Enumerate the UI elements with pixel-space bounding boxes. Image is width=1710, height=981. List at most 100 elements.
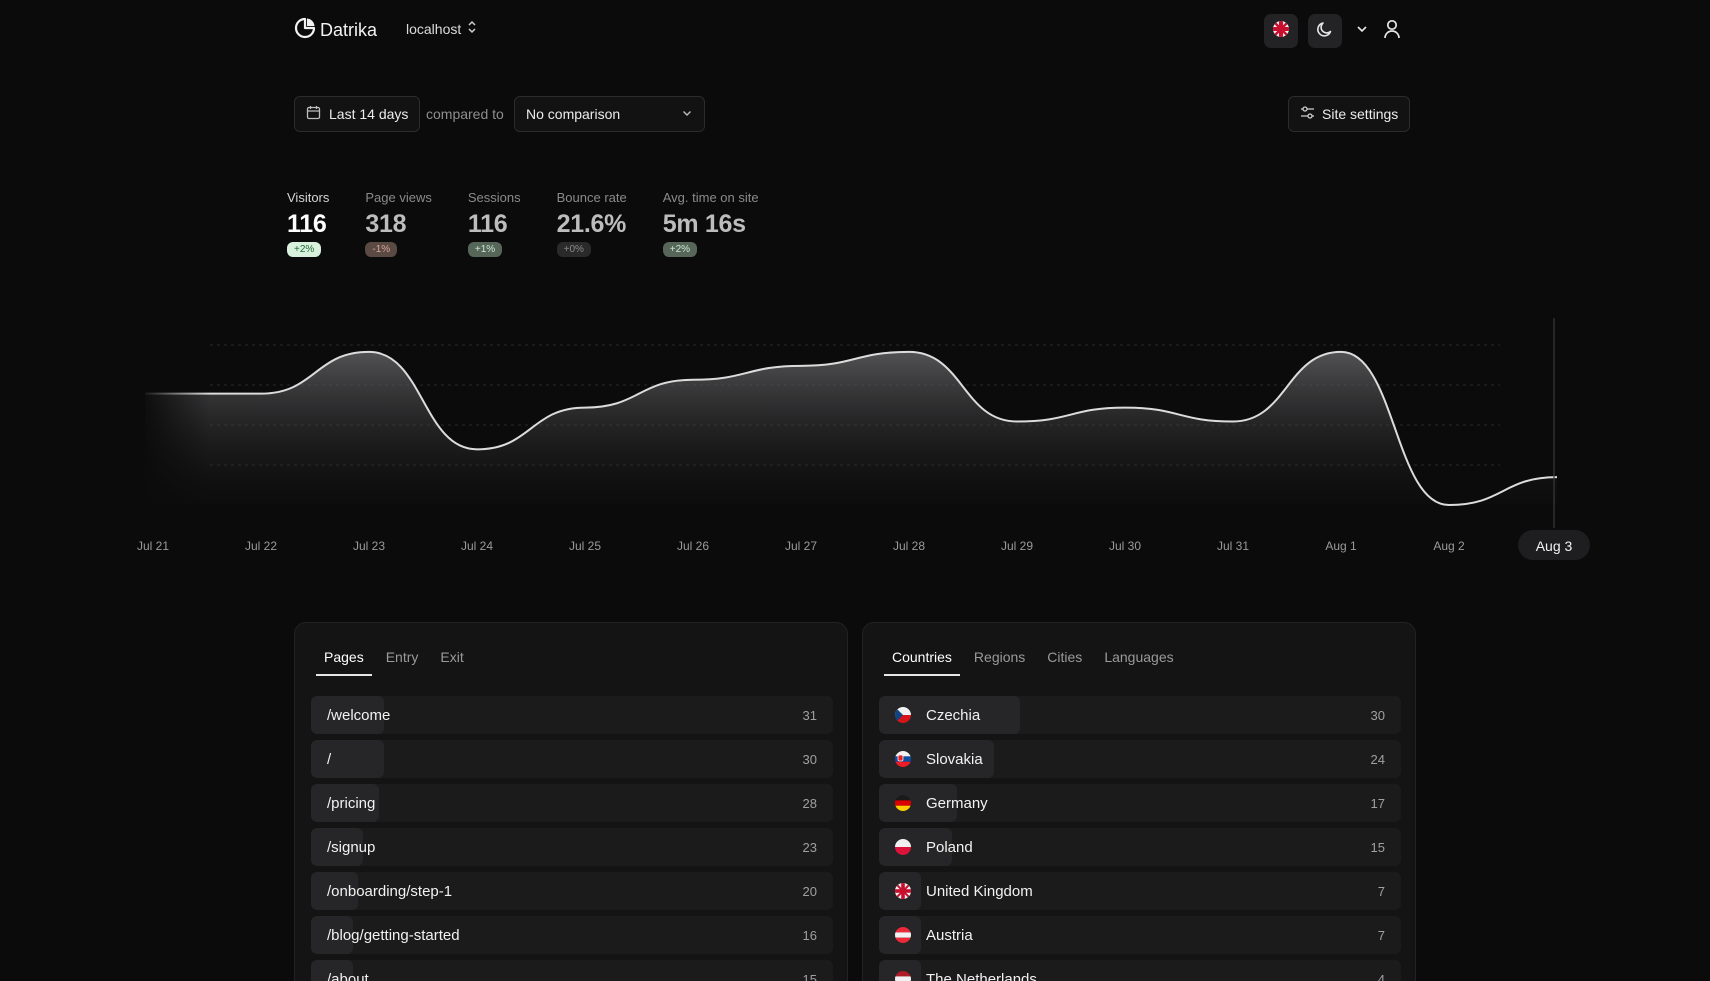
share-bar	[311, 740, 385, 778]
list-item[interactable]: /onboarding/step-1 20	[311, 872, 833, 910]
list-item[interactable]: /about 15	[311, 960, 833, 981]
moon-icon	[1316, 20, 1334, 43]
stat-change-badge: +0%	[556, 242, 591, 257]
stat-label: Sessions	[467, 190, 521, 205]
share-bar	[311, 784, 379, 822]
stat-visitors[interactable]: Visitors 116 +2%	[287, 190, 329, 257]
list-item-label: /onboarding/step-1	[327, 883, 453, 900]
list-item-count: 20	[802, 884, 817, 899]
list-item[interactable]: /pricing 28	[311, 784, 833, 822]
stat-value: 21.6%	[556, 210, 627, 238]
list-item-label: Czechia	[926, 707, 981, 724]
x-tick-label: Aug 1	[1325, 539, 1357, 553]
calendar-icon	[306, 105, 321, 123]
stats-row: Visitors 116 +2% Page views 318 -1% Sess…	[287, 190, 759, 257]
pages-tabs: Pages Entry Exit	[316, 649, 478, 676]
list-item[interactable]: United Kingdom 7	[879, 872, 1401, 910]
list-item-count: 7	[1377, 928, 1385, 943]
list-item-count: 15	[1370, 840, 1385, 855]
tab-countries[interactable]: Countries	[884, 649, 960, 676]
stat-value: 5m 16s	[662, 210, 746, 238]
list-item-label: Austria	[926, 927, 973, 944]
x-tick-label: Jul 24	[461, 539, 493, 553]
brand-logo[interactable]: Datrika	[294, 17, 377, 44]
list-item-label: /	[327, 751, 332, 768]
list-item[interactable]: The Netherlands 4	[879, 960, 1401, 981]
list-item-label: Slovakia	[926, 751, 983, 768]
user-icon	[1382, 18, 1402, 45]
pages-list: /welcome 31 / 30/pricing 28/signup 23/onboard…	[311, 696, 833, 981]
cz-flag-icon	[895, 707, 911, 723]
list-item[interactable]: Slovakia 24	[879, 740, 1401, 778]
stat-bounce-rate[interactable]: Bounce rate 21.6% +0%	[556, 190, 627, 257]
list-item[interactable]: / 30	[311, 740, 833, 778]
header-actions	[1264, 14, 1402, 48]
pages-panel: Pages Entry Exit /welcome 31 / 30/pricing 28/s…	[294, 622, 848, 981]
x-tick-label: Jul 27	[785, 539, 817, 553]
site-settings-button[interactable]: Site settings	[1288, 96, 1411, 132]
stat-label: Visitors	[287, 190, 330, 205]
stat-change-badge: +2%	[287, 242, 322, 257]
stat-sessions[interactable]: Sessions 116 +1%	[467, 190, 521, 257]
list-item-count: 30	[1370, 708, 1385, 723]
countries-panel: Countries Regions Cities Languages Czechia 3…	[862, 622, 1416, 981]
share-bar	[311, 696, 385, 734]
pl-flag-icon	[895, 839, 911, 855]
theme-toggle-button[interactable]	[1308, 14, 1342, 48]
stat-value: 318	[365, 210, 407, 238]
stat-label: Page views	[365, 190, 432, 205]
list-item-count: 28	[802, 796, 817, 811]
list-item-count: 24	[1370, 752, 1385, 767]
x-tick-label: Jul 31	[1217, 539, 1249, 553]
list-item[interactable]: Austria 7	[879, 916, 1401, 954]
site-selector[interactable]: localhost	[406, 20, 477, 37]
x-tick-label: Jul 21	[137, 539, 169, 553]
list-item-count: 31	[802, 708, 817, 723]
language-button[interactable]	[1264, 14, 1298, 48]
tab-languages[interactable]: Languages	[1104, 649, 1174, 665]
share-bar	[311, 828, 364, 866]
chart-line	[145, 350, 1558, 507]
stat-change-badge: +1%	[467, 242, 503, 257]
list-item[interactable]: /signup 23	[311, 828, 833, 866]
stat-avg-time[interactable]: Avg. time on site 5m 16s +2%	[662, 190, 759, 257]
user-menu-toggle[interactable]	[1352, 14, 1372, 48]
user-avatar[interactable]	[1382, 14, 1402, 48]
share-bar	[311, 960, 353, 981]
site-settings-label: Site settings	[1322, 106, 1399, 122]
sliders-icon	[1300, 105, 1315, 123]
list-item-label: /blog/getting-started	[327, 927, 460, 944]
tab-regions[interactable]: Regions	[973, 649, 1026, 665]
stat-page-views[interactable]: Page views 318 -1%	[365, 190, 432, 257]
visitors-chart[interactable]: Jul 21 Jul 22 Jul 23 Jul 24 Jul 25 Jul 26 Jul …	[0, 300, 1710, 570]
date-range-button[interactable]: Last 14 days	[294, 96, 421, 132]
tab-exit[interactable]: Exit	[440, 649, 464, 665]
tab-cities[interactable]: Cities	[1047, 649, 1083, 665]
list-item-count: 7	[1377, 884, 1385, 899]
tab-pages[interactable]: Pages	[316, 649, 372, 676]
stat-value: 116	[467, 210, 508, 238]
list-item[interactable]: /welcome 31	[311, 696, 833, 734]
share-bar	[311, 916, 353, 954]
list-item-label: /signup	[327, 839, 376, 856]
list-item[interactable]: Germany 17	[879, 784, 1401, 822]
x-tick-label: Jul 26	[677, 539, 709, 553]
stat-value: 116	[287, 210, 327, 238]
x-tick-label: Aug 3	[1536, 538, 1573, 554]
share-bar	[311, 872, 358, 910]
x-tick-label: Jul 22	[245, 539, 277, 553]
chevron-up-down-icon	[467, 20, 477, 37]
de-flag-icon	[895, 795, 911, 811]
nl-flag-icon	[895, 971, 911, 981]
list-item[interactable]: Czechia 30	[879, 696, 1401, 734]
comparison-select[interactable]: No comparison	[514, 96, 705, 132]
list-item[interactable]: /blog/getting-started 16	[311, 916, 833, 954]
x-tick-label: Jul 23	[353, 539, 385, 553]
list-item-label: /pricing	[327, 795, 376, 812]
x-tick-label: Aug 2	[1433, 539, 1465, 553]
top-header: Datrika localhost	[294, 14, 1402, 48]
stat-change-badge: -1%	[365, 242, 398, 257]
list-item[interactable]: Poland 15	[879, 828, 1401, 866]
tab-entry[interactable]: Entry	[385, 649, 419, 665]
chart-fade	[140, 320, 210, 520]
